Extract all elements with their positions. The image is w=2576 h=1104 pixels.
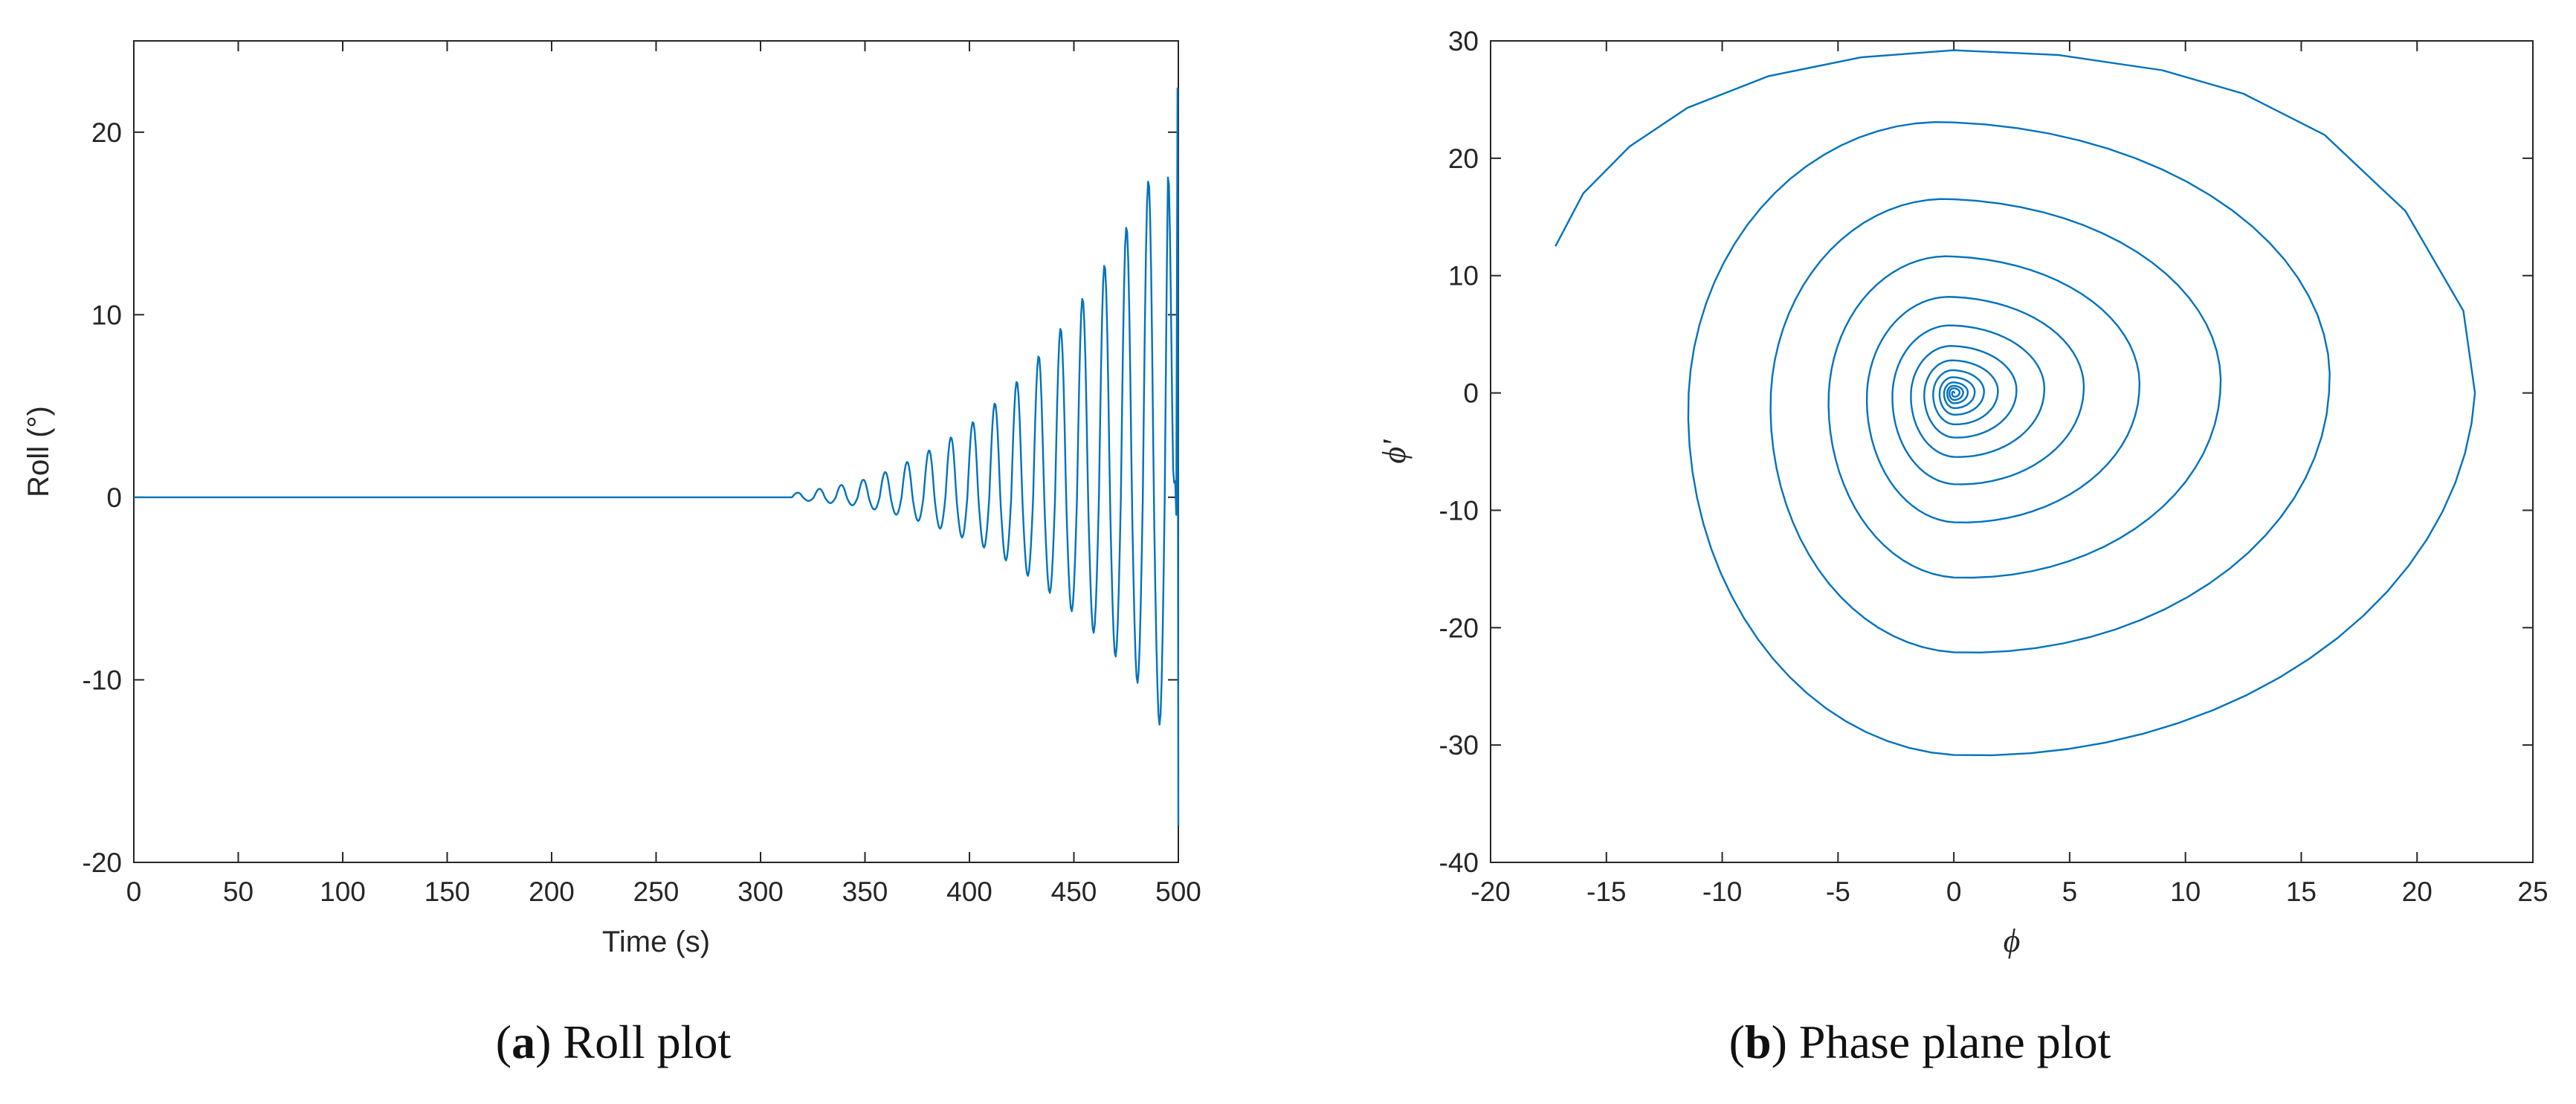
x-tick-label: -10	[1702, 877, 1742, 907]
y-tick-label: -40	[1439, 848, 1479, 878]
roll-plot-caption-text: Roll plot	[563, 1016, 732, 1068]
roll-plot-caption: (a) Roll plot	[495, 1016, 732, 1068]
x-tick-label: 250	[633, 877, 679, 907]
roll-series-line	[134, 87, 1180, 826]
y-tick-label: 20	[1448, 143, 1479, 174]
y-tick-label: 10	[1448, 261, 1479, 291]
y-tick-label: 30	[1448, 26, 1479, 57]
x-tick-label: 10	[2170, 877, 2201, 907]
x-tick-label: 20	[2402, 877, 2433, 907]
y-tick-label: -10	[1439, 495, 1479, 526]
phase-plane-caption: (b) Phase plane plot	[1728, 1016, 2111, 1068]
x-tick-label: 500	[1155, 877, 1201, 907]
y-tick-label: 20	[91, 117, 122, 148]
x-tick-label: 400	[946, 877, 992, 907]
y-tick-label: -20	[1439, 613, 1479, 643]
x-tick-label: 300	[737, 877, 784, 907]
x-tick-label: 0	[126, 877, 142, 907]
x-tick-label: 150	[425, 877, 471, 907]
x-tick-label: -5	[1826, 877, 1850, 907]
x-tick-label: 15	[2286, 877, 2317, 907]
x-tick-label: 25	[2517, 877, 2548, 907]
y-tick-label: 10	[91, 300, 122, 330]
x-tick-label: -20	[1471, 877, 1510, 907]
y-tick-label: -30	[1439, 730, 1479, 761]
phase-plane-caption-text: Phase plane plot	[1798, 1016, 2111, 1068]
y-tick-label: -20	[83, 848, 122, 878]
y-axis-title: ϕ'	[1376, 439, 1413, 464]
y-tick-label: 0	[106, 482, 122, 513]
x-axis-title: Time (s)	[602, 926, 710, 958]
x-tick-label: 50	[223, 877, 254, 907]
x-tick-label: 450	[1051, 877, 1097, 907]
axes-box	[1490, 40, 2534, 863]
phase-plane-caption-letter: b	[1744, 1016, 1772, 1068]
x-tick-label: 350	[842, 877, 888, 907]
y-tick-label: 0	[1463, 378, 1479, 409]
y-axis-title: Roll (°)	[22, 406, 55, 497]
roll-plot-panel: 0 50 100 150 200 250 300 350 400 450 500 -20 -10 0 10 2…	[0, 0, 1227, 1104]
x-tick-label: 200	[529, 877, 575, 907]
roll-plot-caption-letter: a	[511, 1016, 536, 1068]
x-tick-label: 100	[320, 877, 366, 907]
x-tick-label: -15	[1586, 877, 1626, 907]
x-tick-label: 0	[1946, 877, 1962, 907]
phase-spiral-line	[1555, 49, 2476, 757]
x-axis-title: ϕ	[2004, 923, 2021, 959]
roll-plot-chart: 0 50 100 150 200 250 300 350 400 450 500 -20 -10 0 10 2…	[22, 40, 1201, 958]
x-tick-label: 5	[2062, 877, 2078, 907]
y-tick-label: -10	[83, 665, 122, 695]
phase-plane-chart: -20 -15 -10 -5 0 5 10 15 20 25 -40 -30 -20 -10 0 10 20 30…	[1376, 26, 2548, 959]
phase-plane-panel: -20 -15 -10 -5 0 5 10 15 20 25 -40 -30 -20 -10 0 10 20 30…	[1264, 0, 2576, 1104]
